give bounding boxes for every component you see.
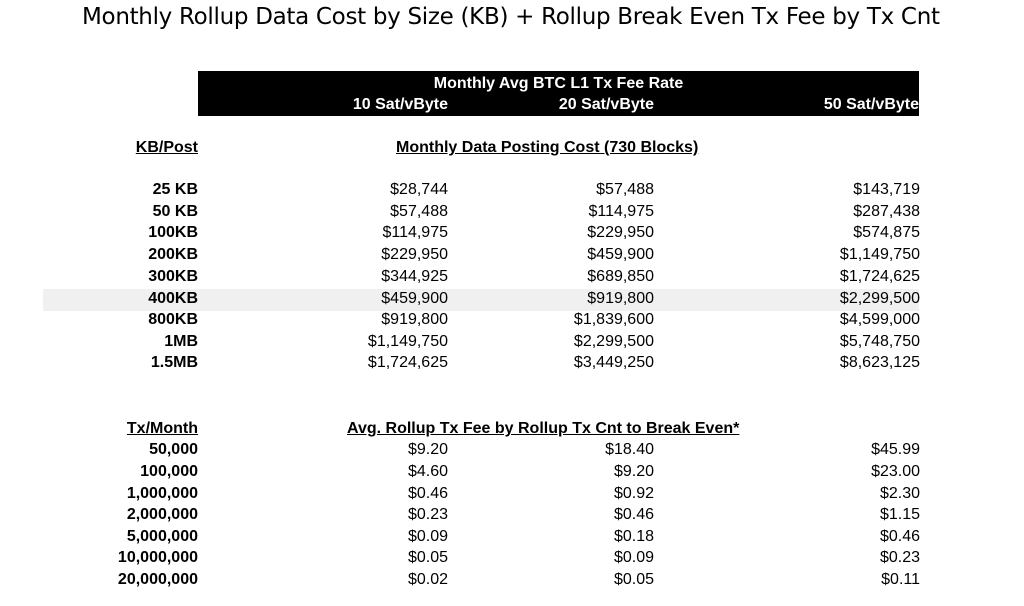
cell-20-sat: $3,449,250 bbox=[573, 354, 654, 371]
table-row: 50 KB $57,488 $114,975 $287,438 bbox=[0, 203, 1024, 225]
table-row: 1.5MB $1,724,625 $3,449,250 $8,623,125 bbox=[0, 354, 1024, 376]
table-row: 1,000,000 $0.46 $0.92 $2.30 bbox=[0, 485, 1024, 507]
row-label: 300KB bbox=[148, 268, 198, 285]
cell-20-sat: $919,800 bbox=[587, 290, 654, 307]
cell-10-sat: $0.09 bbox=[407, 528, 448, 545]
table-row: 2,000,000 $0.23 $0.46 $1.15 bbox=[0, 506, 1024, 528]
cell-50-sat: $4,599,000 bbox=[839, 311, 920, 328]
row-label: 5,000,000 bbox=[126, 528, 198, 545]
table-row: 400KB $459,900 $919,800 $2,299,500 bbox=[0, 290, 1024, 312]
cell-50-sat: $143,719 bbox=[853, 181, 920, 198]
cell-50-sat: $287,438 bbox=[853, 203, 920, 220]
rate-50-sat: 50 Sat/vByte bbox=[823, 96, 919, 113]
cell-20-sat: $9.20 bbox=[613, 463, 654, 480]
table-row: 5,000,000 $0.09 $0.18 $0.46 bbox=[0, 528, 1024, 550]
rate-10-sat: 10 Sat/vByte bbox=[352, 96, 448, 113]
table-row: 800KB $919,800 $1,839,600 $4,599,000 bbox=[0, 311, 1024, 333]
cell-20-sat: $689,850 bbox=[587, 268, 654, 285]
cell-10-sat: $0.05 bbox=[407, 549, 448, 566]
cell-20-sat: $0.46 bbox=[613, 506, 654, 523]
cell-10-sat: $229,950 bbox=[381, 246, 448, 263]
cell-50-sat: $1,724,625 bbox=[839, 268, 920, 285]
data-posting-cost-title: Monthly Data Posting Cost (730 Blocks) bbox=[396, 139, 699, 156]
cell-20-sat: $114,975 bbox=[588, 203, 654, 220]
cell-50-sat: $5,748,750 bbox=[839, 333, 920, 350]
row-label: 400KB bbox=[148, 290, 198, 307]
table-row: 200KB $229,950 $459,900 $1,149,750 bbox=[0, 246, 1024, 268]
row-label: 20,000,000 bbox=[117, 571, 198, 588]
cell-20-sat: $0.05 bbox=[613, 571, 654, 588]
kb-post-header: KB/Post bbox=[135, 139, 198, 156]
cell-50-sat: $2,299,500 bbox=[839, 290, 920, 307]
cell-50-sat: $0.11 bbox=[881, 571, 920, 588]
cell-10-sat: $919,800 bbox=[381, 311, 448, 328]
cell-10-sat: $459,900 bbox=[381, 290, 448, 307]
cell-10-sat: $0.02 bbox=[407, 571, 448, 588]
cell-20-sat: $229,950 bbox=[587, 224, 654, 241]
table-row: 1MB $1,149,750 $2,299,500 $5,748,750 bbox=[0, 333, 1024, 355]
cell-10-sat: $28,744 bbox=[390, 181, 448, 198]
cell-20-sat: $2,299,500 bbox=[573, 333, 654, 350]
row-label: 800KB bbox=[148, 311, 198, 328]
cell-10-sat: $1,149,750 bbox=[367, 333, 448, 350]
table-row: 10,000,000 $0.05 $0.09 $0.23 bbox=[0, 549, 1024, 571]
cell-20-sat: $0.09 bbox=[613, 549, 654, 566]
cell-50-sat: $2.30 bbox=[879, 485, 920, 502]
row-label: 10,000,000 bbox=[117, 549, 198, 566]
row-label: 200KB bbox=[148, 246, 198, 263]
table-row: 100,000 $4.60 $9.20 $23.00 bbox=[0, 463, 1024, 485]
cell-10-sat: $0.46 bbox=[407, 485, 448, 502]
row-label: 1.5MB bbox=[150, 354, 198, 371]
cell-50-sat: $574,875 bbox=[853, 224, 920, 241]
cell-10-sat: $0.23 bbox=[407, 506, 448, 523]
cell-10-sat: $1,724,625 bbox=[367, 354, 448, 371]
fee-rate-header-title: Monthly Avg BTC L1 Tx Fee Rate bbox=[433, 75, 684, 92]
cell-20-sat: $18.40 bbox=[605, 441, 654, 458]
cell-20-sat: $0.18 bbox=[613, 528, 654, 545]
fee-rate-header: Monthly Avg BTC L1 Tx Fee Rate 10 Sat/vB… bbox=[198, 71, 919, 116]
cell-20-sat: $0.92 bbox=[613, 485, 654, 502]
row-label: 100,000 bbox=[140, 463, 198, 480]
row-label: 50,000 bbox=[149, 441, 198, 458]
cell-50-sat: $1.15 bbox=[879, 506, 920, 523]
cell-50-sat: $1,149,750 bbox=[839, 246, 920, 263]
cell-10-sat: $9.20 bbox=[407, 441, 448, 458]
cell-10-sat: $57,488 bbox=[390, 203, 448, 220]
cell-50-sat: $0.46 bbox=[879, 528, 920, 545]
table-row: 20,000,000 $0.02 $0.05 $0.11 bbox=[0, 571, 1024, 593]
row-label: 1,000,000 bbox=[126, 485, 198, 502]
row-label: 2,000,000 bbox=[126, 506, 198, 523]
table-row: 50,000 $9.20 $18.40 $45.99 bbox=[0, 441, 1024, 463]
cell-20-sat: $459,900 bbox=[587, 246, 654, 263]
row-label: 25 KB bbox=[152, 181, 198, 198]
break-even-fee-title: Avg. Rollup Tx Fee by Rollup Tx Cnt to B… bbox=[347, 420, 740, 437]
rate-20-sat: 20 Sat/vByte bbox=[558, 96, 654, 113]
page-title: Monthly Rollup Data Cost by Size (KB) + … bbox=[82, 4, 940, 30]
cell-50-sat: $45.99 bbox=[871, 441, 920, 458]
table-row: 25 KB $28,744 $57,488 $143,719 bbox=[0, 181, 1024, 203]
table-row: 300KB $344,925 $689,850 $1,724,625 bbox=[0, 268, 1024, 290]
cell-20-sat: $57,488 bbox=[596, 181, 654, 198]
highlighted-row-band bbox=[43, 289, 919, 311]
row-label: 1MB bbox=[164, 333, 198, 350]
cell-50-sat: $23.00 bbox=[871, 463, 920, 480]
row-label: 50 KB bbox=[152, 203, 198, 220]
table-row: 100KB $114,975 $229,950 $574,875 bbox=[0, 224, 1024, 246]
cell-20-sat: $1,839,600 bbox=[573, 311, 654, 328]
cell-10-sat: $4.60 bbox=[407, 463, 448, 480]
cell-50-sat: $8,623,125 bbox=[839, 354, 920, 371]
row-label: 100KB bbox=[148, 224, 198, 241]
cell-10-sat: $344,925 bbox=[381, 268, 448, 285]
cell-50-sat: $0.23 bbox=[879, 549, 920, 566]
tx-month-header: Tx/Month bbox=[126, 420, 198, 437]
cell-10-sat: $114,975 bbox=[382, 224, 448, 241]
